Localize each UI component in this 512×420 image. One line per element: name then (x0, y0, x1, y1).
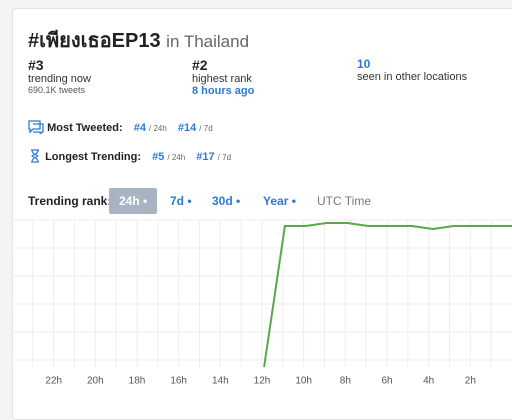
longest-trending: Longest Trending: #5 / 24h #17 / 7d (28, 149, 231, 163)
tab[interactable]: 7d • (170, 194, 192, 208)
stat: 10 seen in other locations (357, 57, 467, 83)
label: Most Tweeted: (47, 122, 123, 134)
location: in Thailand (166, 32, 250, 51)
stat-label: trending now (28, 73, 91, 85)
tweet-icon (28, 120, 44, 136)
stat-detail: 690.1K tweets (28, 85, 86, 95)
utc-toggle[interactable]: UTC Time (317, 194, 371, 208)
x-tick-label: 16h (170, 376, 187, 387)
x-tick-label: 14h (212, 376, 229, 387)
x-tick-label: 12h (254, 376, 271, 387)
period: / 7d (199, 124, 213, 133)
period: / 24h (167, 153, 186, 162)
rank-line (263, 222, 512, 368)
stat-value: #3 (28, 57, 44, 73)
period: / 7d (217, 153, 232, 162)
x-tick-label: 6h (381, 376, 392, 387)
label: Longest Trending: (45, 151, 142, 163)
stat: #3 trending now 690.1K tweets (28, 57, 91, 95)
tab[interactable]: 24h • (109, 188, 158, 214)
tab[interactable]: Year • (263, 194, 296, 208)
chart: 22h 20h 18h 16h 14h 12h 10h 8h 6h 4h 2h (12, 219, 512, 387)
stat-label: seen in other locations (357, 71, 468, 83)
rank[interactable]: #17 (196, 151, 215, 163)
stat-detail[interactable]: 8 hours ago (192, 85, 255, 97)
rank[interactable]: #4 (133, 122, 146, 134)
x-tick-label: 4h (423, 376, 434, 387)
rank[interactable]: #5 (152, 151, 165, 163)
x-tick-label: 18h (129, 376, 146, 387)
hourglass-icon (31, 149, 39, 163)
x-tick-label: 8h (340, 376, 351, 387)
stat-label: highest rank (192, 73, 252, 85)
stat-value: #2 (192, 57, 208, 73)
page: #เพียงเธอEP13 in Thailand #3 trending no… (12, 8, 512, 420)
period: / 24h (149, 124, 167, 133)
rank[interactable]: #14 (177, 122, 197, 134)
tabs-label: Trending rank: (28, 194, 112, 208)
title-line: #เพียงเธอEP13 in Thailand (28, 24, 249, 56)
x-tick-label: 20h (87, 376, 104, 387)
x-tick-label: 10h (295, 376, 312, 387)
hashtag: #เพียงเธอEP13 (28, 30, 161, 52)
stat-value[interactable]: 10 (357, 57, 371, 71)
most-tweeted: Most Tweeted: #4 / 24h #14 / 7d (28, 120, 213, 136)
tab[interactable]: 30d • (212, 194, 241, 208)
x-tick-label: 2h (465, 376, 476, 387)
x-tick-label: 22h (45, 376, 62, 387)
stat: #2 highest rank 8 hours ago (192, 57, 254, 97)
